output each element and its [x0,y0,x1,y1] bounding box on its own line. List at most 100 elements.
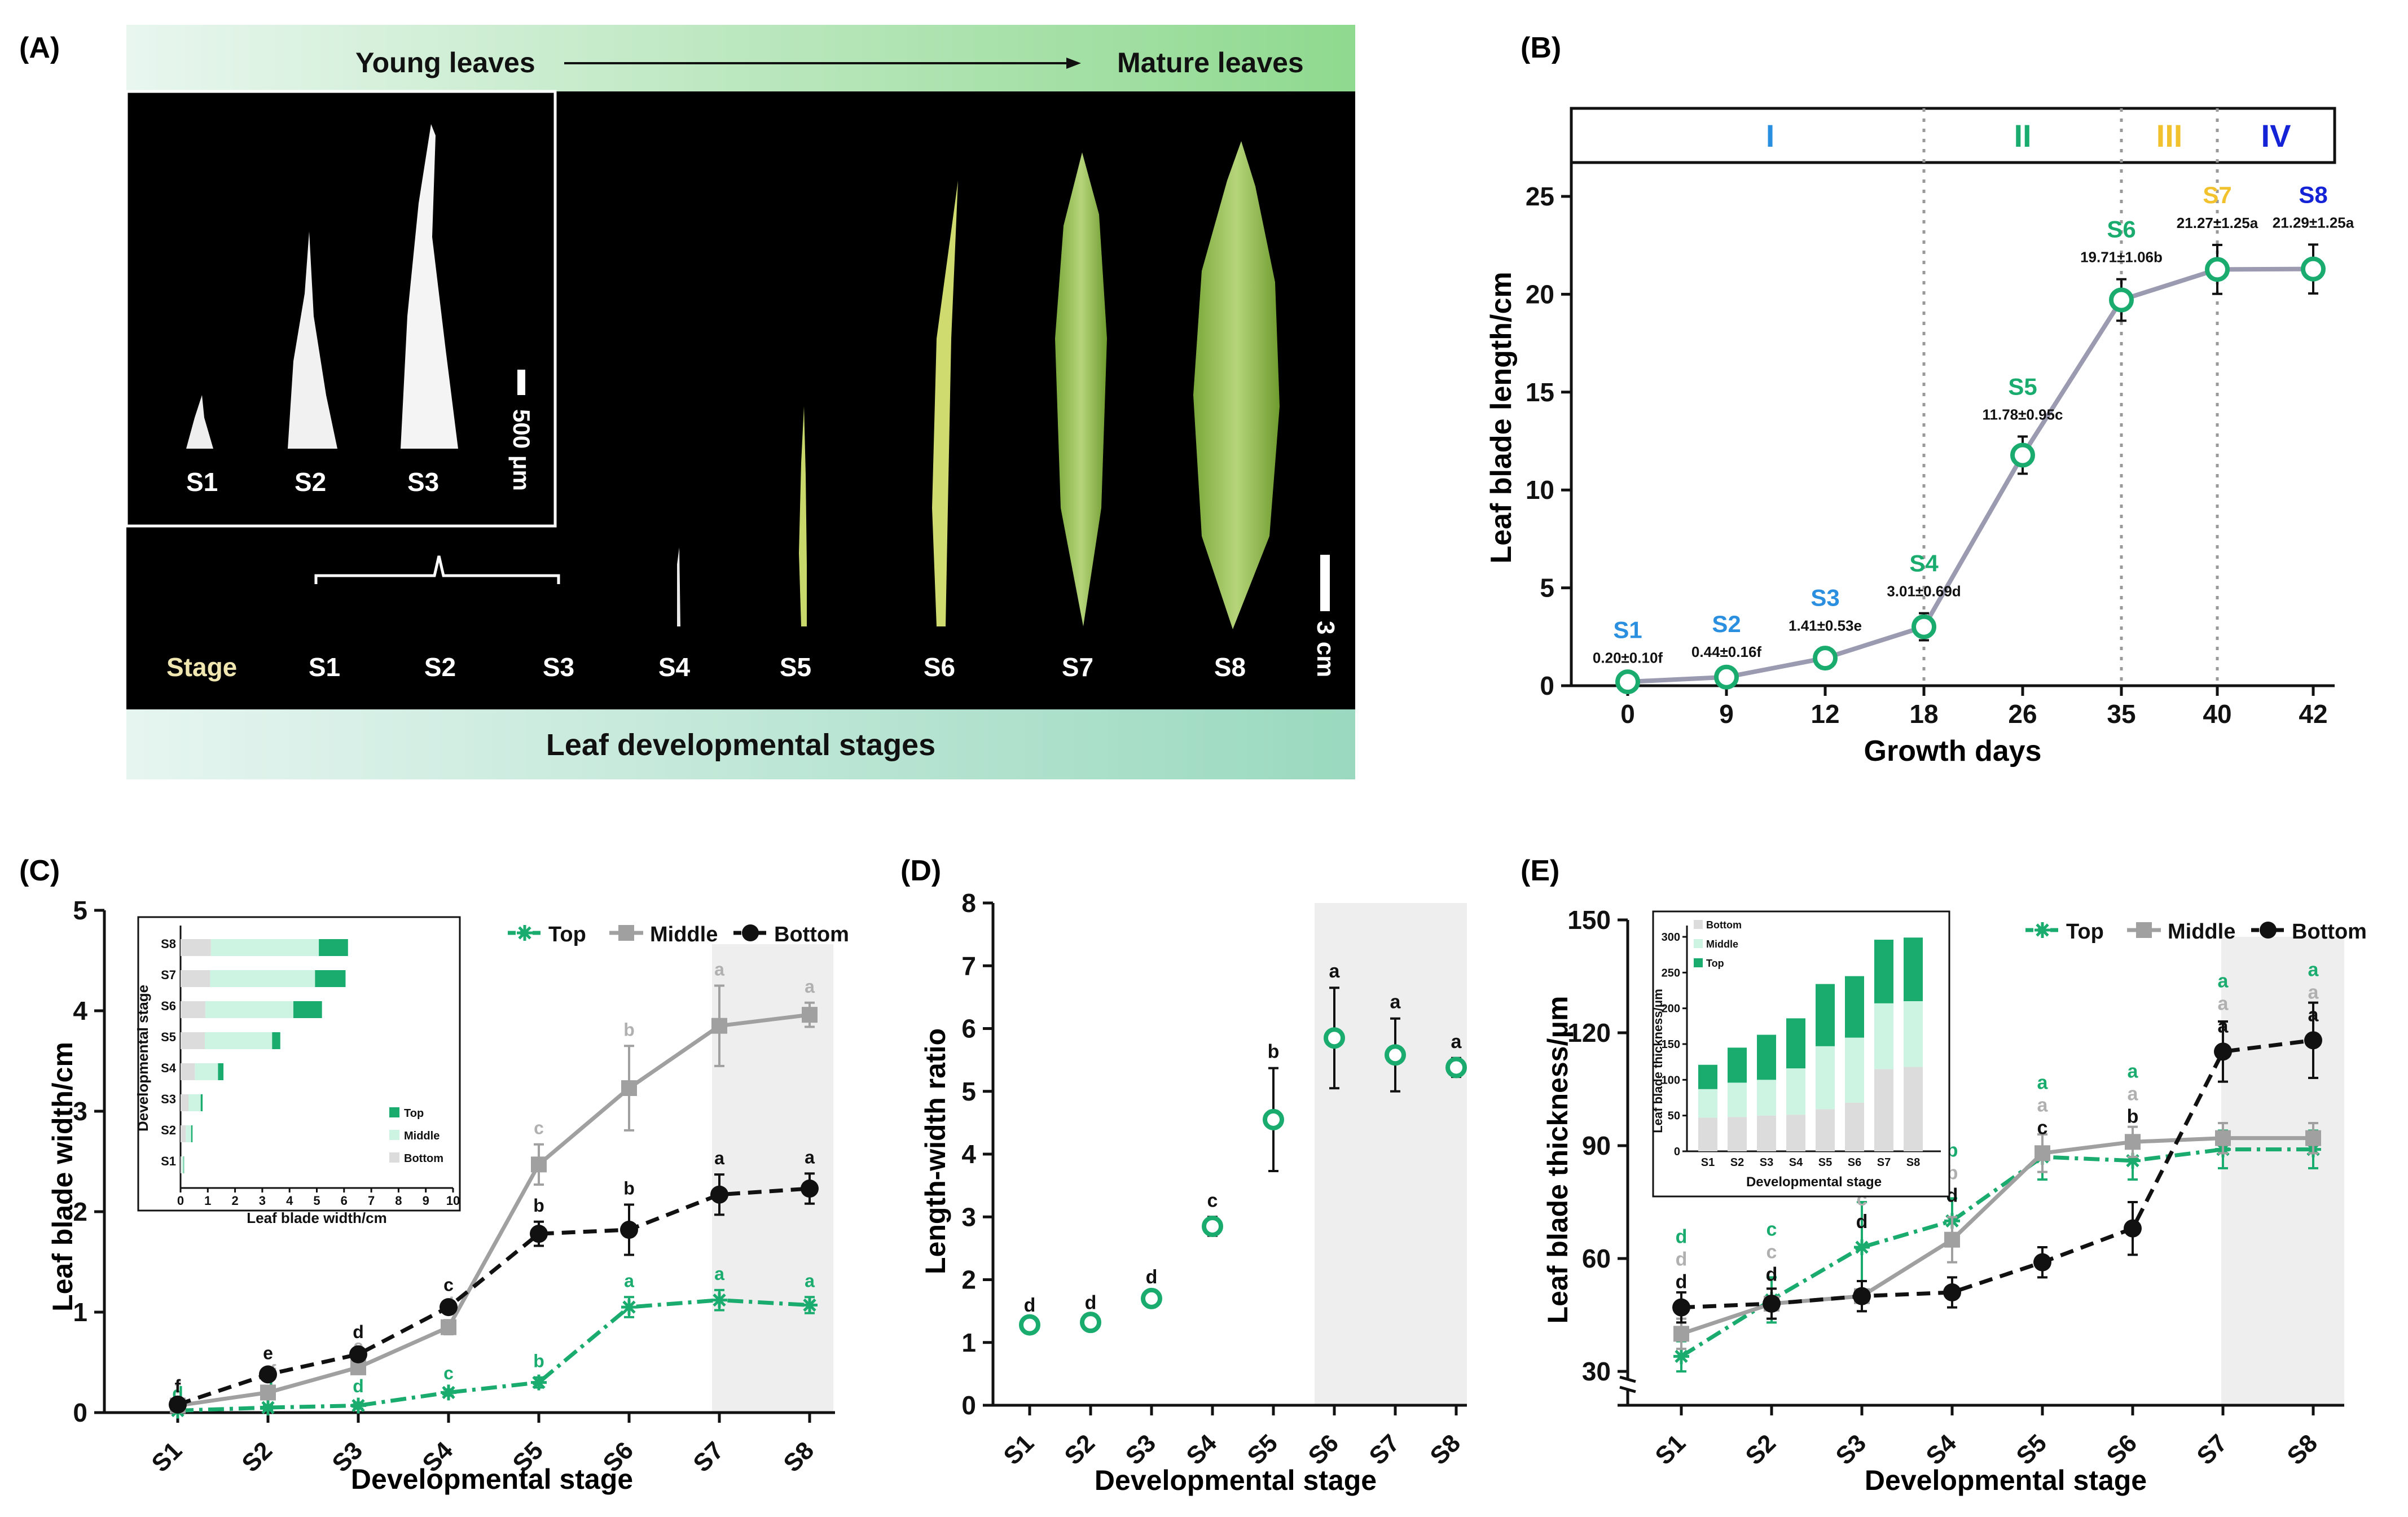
e-shaded-region [2221,937,2344,1405]
e-xtick-label: S8 [2282,1429,2323,1470]
panel-d-label: (D) [900,854,941,887]
c-inset-xtick-label: 1 [204,1194,211,1208]
c-legend-label: Top [548,923,586,946]
e-ylabel: Leaf blade thickness/μm [1542,996,1574,1324]
c-inset-stage-label: S8 [161,937,176,951]
e-legend-marker [2035,922,2050,938]
d-point [1141,1287,1162,1309]
b-xtick-label: 42 [2299,699,2327,729]
e-axis-break-top [1619,1375,1636,1383]
e-letter-top: c [1767,1218,1777,1240]
e-point-middle [1673,1326,1689,1342]
d-shaded-region [1315,903,1467,1405]
inset-stage-s2: S2 [295,467,326,497]
c-letter-top: d [353,1376,364,1396]
e-inset-legend-label: Bottom [1706,919,1742,931]
e-inset-xtick-label: S5 [1818,1156,1832,1169]
c-point-bottom [801,1180,819,1198]
e-letter-bottom: d [1766,1264,1778,1285]
c-letter-bottom: b [533,1195,544,1216]
b-ytick-label: 20 [1526,279,1554,309]
c-point-top-stroke [622,1300,636,1314]
stage-label-s8: S8 [1214,652,1246,682]
e-letter-middle: c [1767,1241,1777,1262]
c-letter-top: c [443,1363,454,1383]
c-letter-middle: f [175,1377,181,1397]
d-ytick-label: 1 [961,1328,976,1357]
b-point [1813,646,1838,671]
panel-a-photo [126,91,1355,709]
leaf-s6 [932,181,958,626]
b-point [1912,614,1936,639]
e-point-bottom [2214,1042,2232,1061]
c-letter-bottom: e [263,1343,273,1363]
e-letter-bottom: a [2308,1004,2319,1025]
c-point-top [531,1374,547,1391]
c-inset-bar-bottom [181,1094,189,1111]
panel-a-footer-bar [126,709,1355,779]
c-inset-xtick-label: 5 [313,1194,320,1208]
panel-a-header-left: Young leaves [355,47,535,78]
b-point [1615,669,1640,695]
inset-scale-bar [517,370,525,395]
c-xtick-label: S7 [688,1436,729,1477]
c-point-top-stroke [713,1293,726,1307]
c-point-middle [802,1007,818,1023]
e-legend-marker [2136,922,2152,938]
stage-label-s6: S6 [924,652,955,682]
e-inset-legend-swatch [1694,939,1703,948]
e-inset-xlabel: Developmental stage [1746,1174,1882,1190]
e-inset-bar-bottom [1816,1109,1835,1151]
e-letter-bottom: d [1856,1211,1868,1233]
e-point-middle [2305,1130,2321,1146]
c-inset-bar-top [272,1032,280,1049]
b-phase-2: II [2014,118,2031,154]
c-inset-stage-label: S2 [161,1123,176,1137]
b-xtick-label: 18 [1909,699,1938,729]
c-inset-bar-top [200,1094,203,1111]
c-point-bottom [259,1365,277,1384]
e-letter-top: d [1676,1226,1688,1248]
b-ytick-label: 15 [1526,378,1554,407]
c-inset-xtick-label: 10 [446,1194,460,1208]
b-point-label: 0.44±0.16f [1691,643,1761,660]
c-point-top [802,1297,818,1313]
e-letter-bottom: b [2127,1106,2139,1127]
c-legend-marker [618,925,634,941]
c-inset-xtick-label: 3 [259,1194,266,1208]
b-xtick-label: 12 [1811,699,1839,729]
e-point-top [1854,1239,1870,1255]
d-ylabel: Length-width ratio [920,1028,951,1274]
panel-a-footer: Leaf developmental stages [546,728,935,762]
c-letter-middle: c [534,1118,544,1138]
c-letter-bottom: c [443,1274,454,1295]
e-point-bottom [1853,1287,1871,1305]
leaf-s7 [1055,152,1107,626]
chart-e: 306090120150S1S2S3S4S5S6S7S8dddccdccdbbd… [1567,905,2367,1470]
e-inset-legend-swatch [1694,958,1703,967]
e-ytick-label: 30 [1582,1357,1611,1386]
e-xtick-label: S1 [1650,1429,1691,1470]
e-inset-bar-middle [1728,1082,1747,1117]
stage-label-s1: S1 [309,652,340,682]
c-inset-xtick-label: 0 [177,1194,184,1208]
e-inset-bar-middle [1786,1068,1805,1115]
panel-a-arrow-head [1066,58,1081,69]
e-point-bottom [1943,1283,1961,1301]
c-inset-bar-bottom [181,1001,205,1018]
d-point [1202,1215,1223,1237]
e-inset-bar-middle [1845,1037,1864,1103]
e-letter-top: a [2037,1072,2049,1093]
d-ytick-label: 4 [961,1139,976,1169]
c-letter-bottom: a [714,1148,724,1168]
e-inset-bar-middle [1874,1003,1893,1069]
c-inset-legend-label: Bottom [404,1152,443,1165]
e-inset-xtick-label: S2 [1730,1156,1744,1169]
b-series-line [1627,266,2314,685]
b-point-label: 3.01±0.69d [1887,583,1961,600]
c-point-top-stroke [261,1401,275,1414]
b-point-label: 21.27±1.25a [2177,214,2258,231]
e-legend-label: Middle [2168,920,2235,944]
c-ylabel: Leaf blade width/cm [47,1042,78,1312]
